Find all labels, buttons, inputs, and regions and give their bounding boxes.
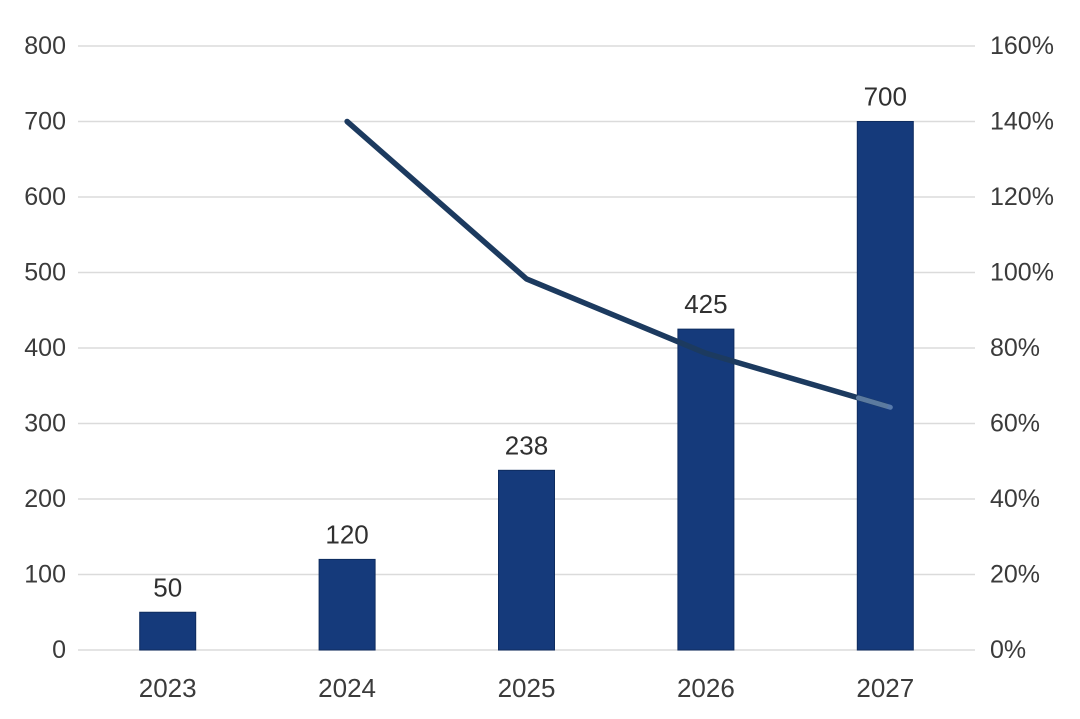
right-axis-tick-label: 0% xyxy=(990,636,1026,664)
growth-rate-line xyxy=(344,118,889,409)
x-axis-category-label: 2024 xyxy=(318,673,376,703)
right-axis-tick-label: 160% xyxy=(990,32,1054,60)
bar-value-label: 238 xyxy=(505,430,548,460)
left-axis-tick-label: 700 xyxy=(24,108,66,136)
left-axis-tick-label: 300 xyxy=(24,410,66,438)
x-axis-category-label: 2023 xyxy=(139,673,197,703)
x-axis-category-label: 2026 xyxy=(677,673,735,703)
bar-2024 xyxy=(318,558,376,651)
right-axis-tick-label: 100% xyxy=(990,259,1054,287)
bar-2023 xyxy=(139,611,197,651)
x-axis-category-label: 2025 xyxy=(498,673,556,703)
left-axis-tick-label: 600 xyxy=(24,183,66,211)
x-axis-category-label: 2027 xyxy=(856,673,914,703)
bar-2026 xyxy=(677,328,735,651)
right-axis-tick-label: 140% xyxy=(990,108,1054,136)
growth-rate-line-fade-tip xyxy=(855,395,893,410)
left-axis-tick-label: 800 xyxy=(24,32,66,60)
bar-2027 xyxy=(856,121,914,651)
left-axis-tick-label: 0 xyxy=(52,636,66,664)
left-axis-tick-label: 500 xyxy=(24,259,66,287)
bar-value-label: 700 xyxy=(864,82,907,112)
right-axis-tick-label: 80% xyxy=(990,334,1040,362)
left-axis-tick-label: 400 xyxy=(24,334,66,362)
left-axis-tick-label: 200 xyxy=(24,485,66,513)
bar-value-label: 50 xyxy=(153,572,182,602)
right-axis-tick-label: 60% xyxy=(990,410,1040,438)
bar-value-label: 425 xyxy=(684,289,727,319)
right-axis-tick-label: 40% xyxy=(990,485,1040,513)
right-axis-tick-label: 20% xyxy=(990,561,1040,589)
right-axis-tick-label: 120% xyxy=(990,183,1054,211)
bar-value-label: 120 xyxy=(325,519,368,549)
left-axis-tick-label: 100 xyxy=(24,561,66,589)
bar-2025 xyxy=(498,469,555,651)
